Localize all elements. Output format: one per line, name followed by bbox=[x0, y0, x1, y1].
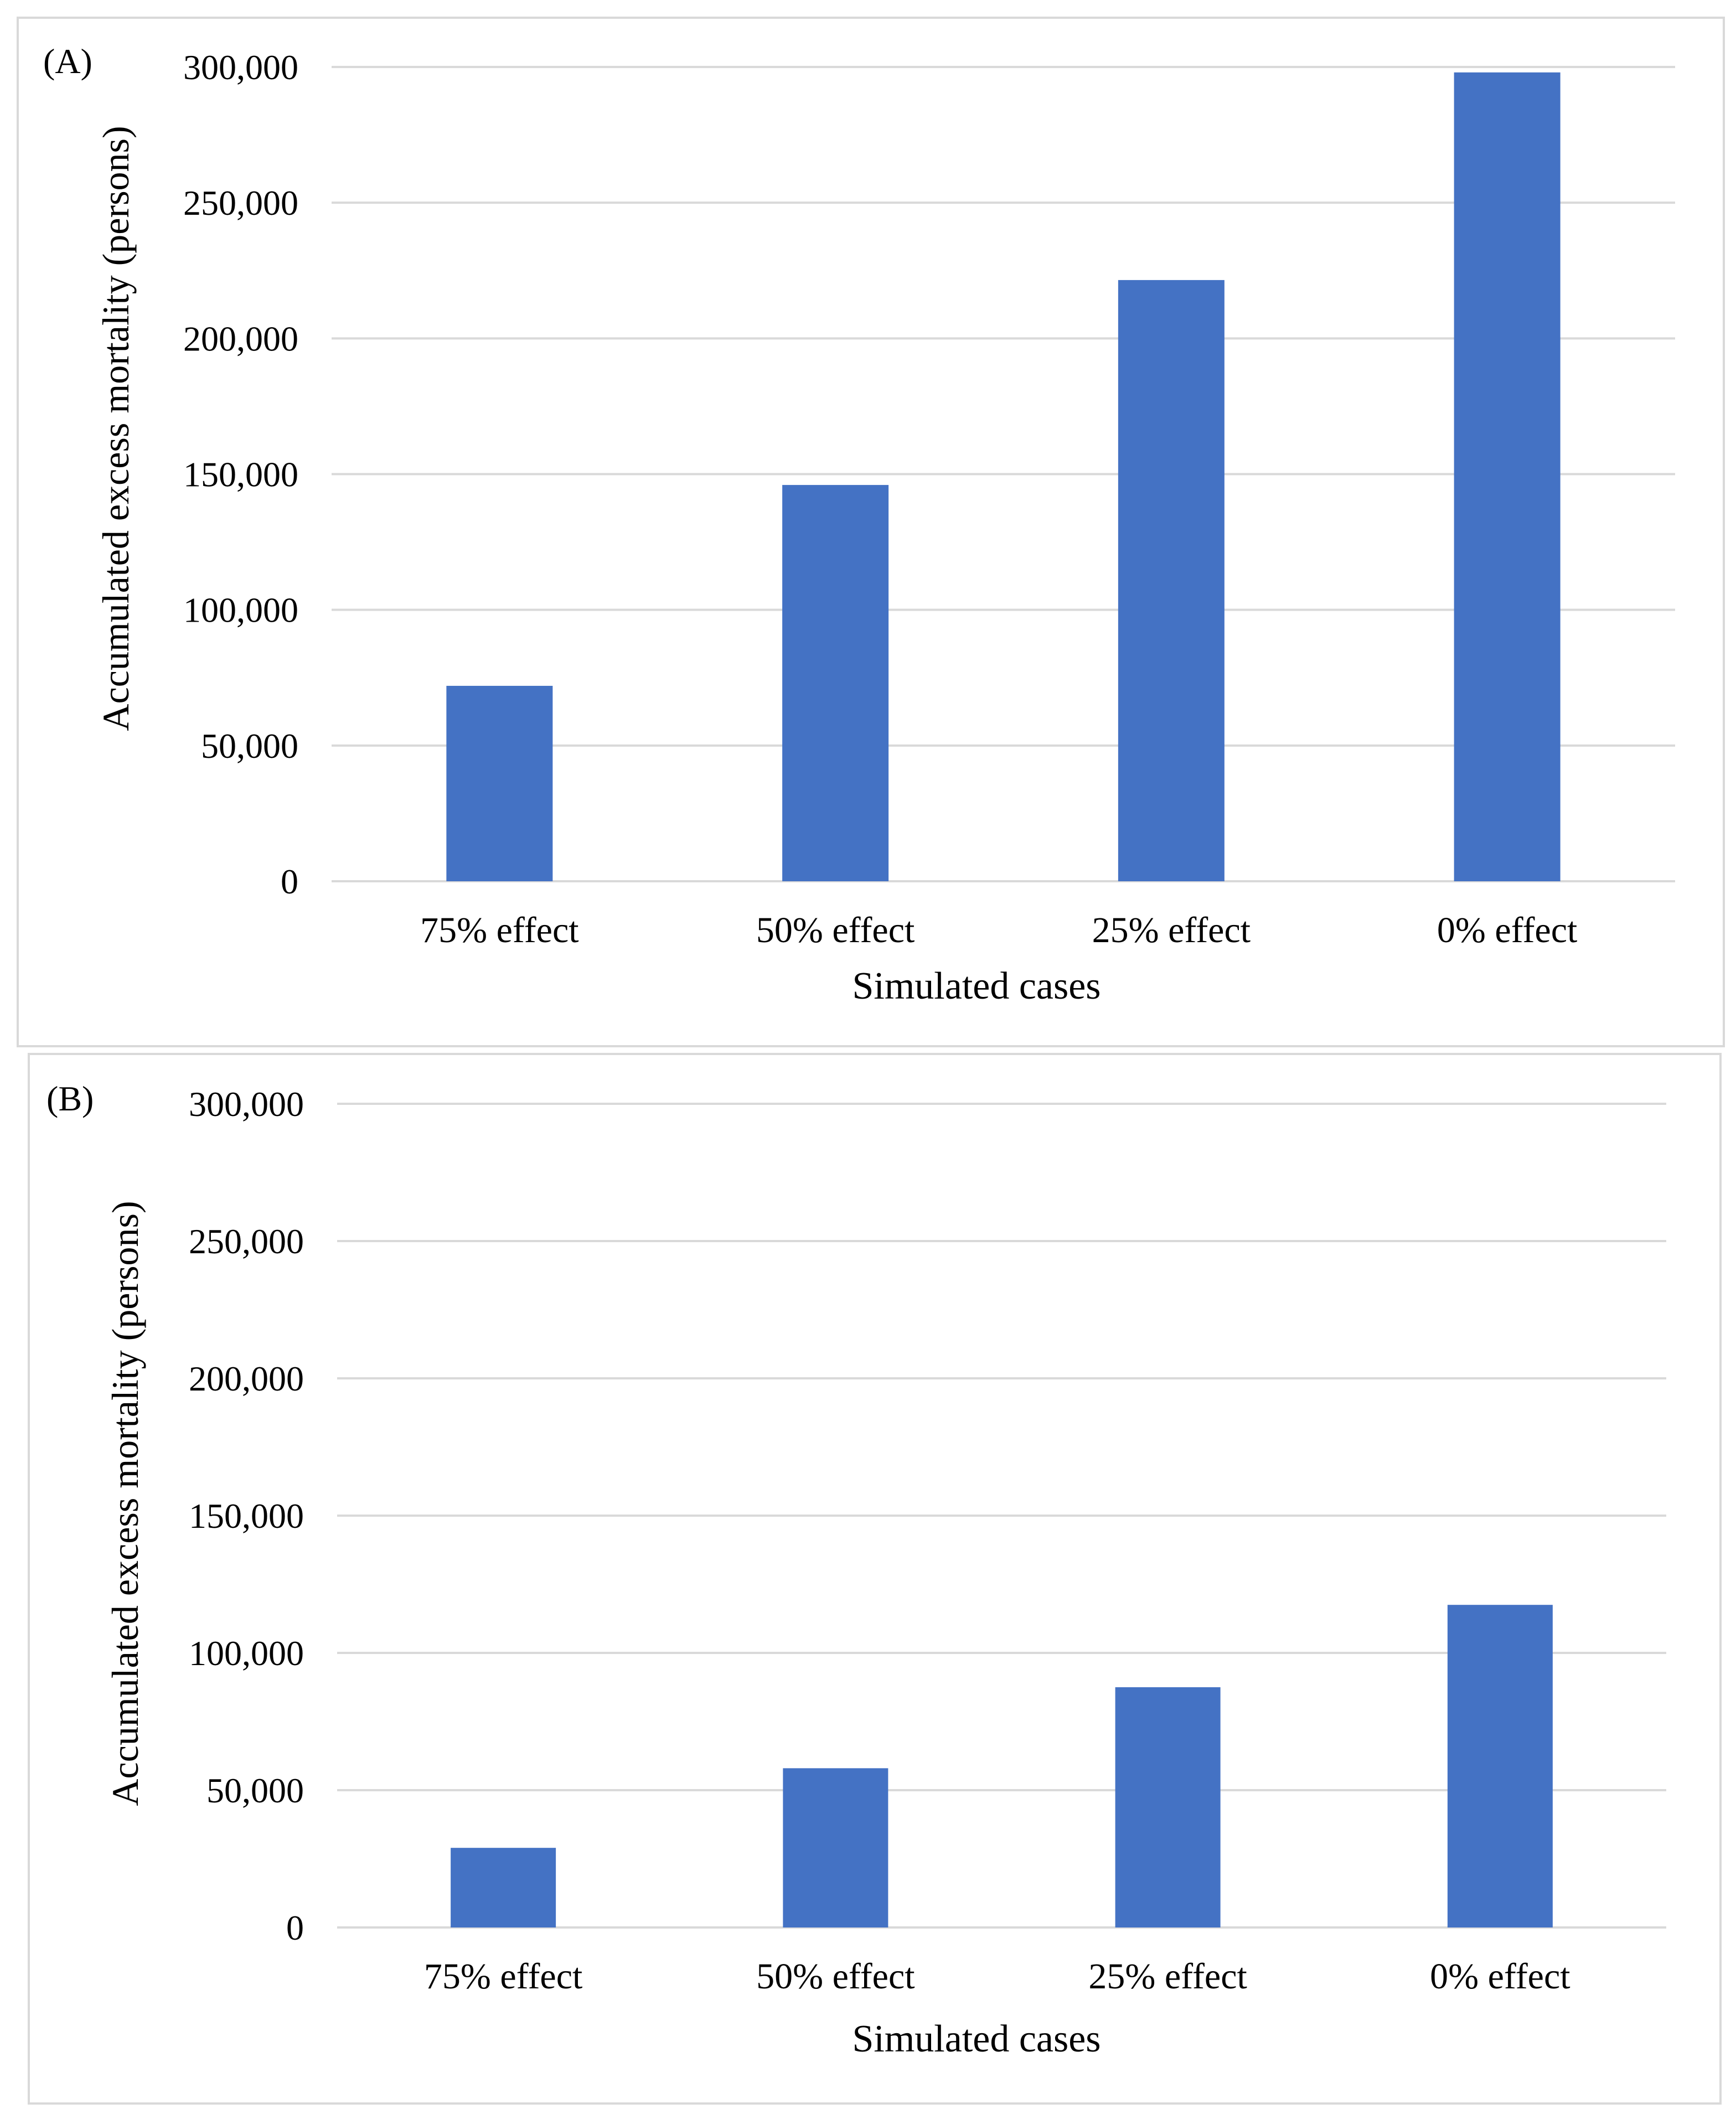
y-axis-title: Accumulated excess mortality (persons) bbox=[104, 1201, 146, 1806]
y-axis-title: Accumulated excess mortality (persons) bbox=[95, 126, 137, 731]
y-tick-label: 250,000 bbox=[189, 1222, 304, 1261]
y-tick-label: 0 bbox=[281, 862, 298, 901]
x-tick-label: 25% effect bbox=[1092, 910, 1251, 950]
y-tick-label: 300,000 bbox=[183, 48, 298, 87]
x-tick-label: 25% effect bbox=[1088, 1956, 1247, 1997]
y-tick-label: 150,000 bbox=[183, 455, 298, 494]
chart-panel-b: (B) Accumulated excess mortality (person… bbox=[28, 1053, 1722, 2105]
bar bbox=[782, 485, 889, 881]
x-tick-label: 75% effect bbox=[420, 910, 578, 950]
chart-b: (B) Accumulated excess mortality (person… bbox=[46, 1079, 1666, 2060]
panel-label: (A) bbox=[43, 42, 92, 81]
y-tick-label: 200,000 bbox=[183, 319, 298, 358]
bar bbox=[451, 1848, 556, 1927]
x-axis-title: Simulated cases bbox=[852, 965, 1100, 1007]
y-tick-label: 0 bbox=[286, 1908, 304, 1947]
x-tick-label: 0% effect bbox=[1430, 1956, 1570, 1997]
y-tick-label: 150,000 bbox=[189, 1496, 304, 1536]
y-tick-label: 300,000 bbox=[189, 1084, 304, 1124]
x-tick-label: 75% effect bbox=[424, 1956, 582, 1997]
bar bbox=[1118, 280, 1224, 882]
chart-panel-a: (A) Accumulated excess mortality (person… bbox=[17, 17, 1725, 1047]
y-tick-label: 250,000 bbox=[183, 183, 298, 223]
bar bbox=[1447, 1605, 1553, 1927]
bar bbox=[783, 1768, 888, 1927]
y-tick-label: 200,000 bbox=[189, 1359, 304, 1398]
chart-a: (A) Accumulated excess mortality (person… bbox=[43, 42, 1675, 1007]
x-tick-label: 0% effect bbox=[1437, 910, 1577, 950]
x-tick-label: 50% effect bbox=[756, 910, 914, 950]
bar bbox=[446, 685, 553, 881]
bar bbox=[1115, 1687, 1221, 1927]
y-tick-label: 50,000 bbox=[201, 726, 298, 766]
panel-label: (B) bbox=[46, 1079, 94, 1118]
x-tick-label: 50% effect bbox=[756, 1956, 914, 1997]
bar bbox=[1454, 72, 1561, 882]
y-tick-label: 50,000 bbox=[206, 1771, 304, 1810]
x-axis-title: Simulated cases bbox=[852, 2018, 1100, 2060]
y-tick-label: 100,000 bbox=[183, 591, 298, 630]
y-tick-label: 100,000 bbox=[189, 1634, 304, 1673]
